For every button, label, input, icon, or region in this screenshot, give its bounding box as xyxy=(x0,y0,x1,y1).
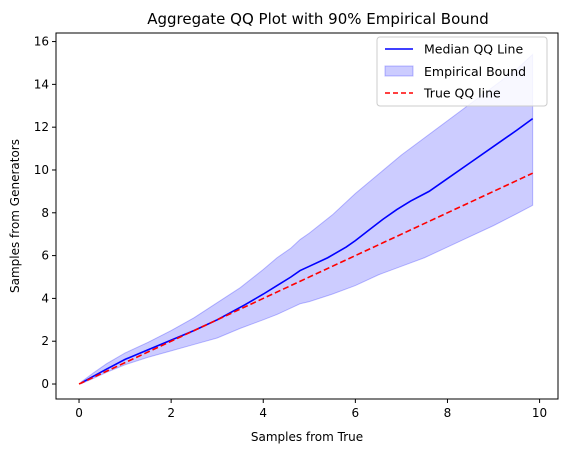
x-tick-label: 2 xyxy=(167,406,175,420)
y-tick-label: 8 xyxy=(41,206,49,220)
y-tick-label: 4 xyxy=(41,291,49,305)
x-tick-label: 0 xyxy=(75,406,83,420)
legend-box xyxy=(376,36,548,107)
x-axis: 0 2 4 6 8 10 xyxy=(75,399,547,420)
legend-label-median: Median QQ Line xyxy=(424,42,523,57)
plot-frame xyxy=(55,32,559,400)
legend-label-bound: Empirical Bound xyxy=(424,64,526,79)
x-tick-label: 8 xyxy=(444,406,452,420)
legend: Median QQ Line Empirical Bound True QQ l… xyxy=(376,36,548,107)
y-tick-label: 10 xyxy=(34,163,49,177)
plot-area xyxy=(78,53,534,385)
x-tick-label: 4 xyxy=(259,406,267,420)
y-tick-label: 16 xyxy=(34,35,49,49)
y-tick-label: 2 xyxy=(41,334,49,348)
chart-title: Aggregate QQ Plot with 90% Empirical Bou… xyxy=(147,10,489,28)
y-axis: 0 2 4 6 8 10 12 14 16 xyxy=(34,35,56,391)
y-tick-label: 0 xyxy=(41,377,49,391)
legend-swatch-bound xyxy=(384,65,414,77)
y-tick-label: 6 xyxy=(41,249,49,263)
x-tick-label: 6 xyxy=(352,406,360,420)
median-qq-line xyxy=(80,117,534,384)
x-tick-label: 10 xyxy=(532,406,547,420)
y-axis-label: Samples from Generators xyxy=(8,139,22,293)
x-axis-label: Samples from True xyxy=(251,430,363,444)
empirical-bound-band xyxy=(80,53,534,385)
legend-label-true: True QQ line xyxy=(423,86,501,101)
true-qq-line xyxy=(78,172,534,385)
y-tick-label: 14 xyxy=(34,77,49,91)
y-tick-label: 12 xyxy=(34,120,49,134)
